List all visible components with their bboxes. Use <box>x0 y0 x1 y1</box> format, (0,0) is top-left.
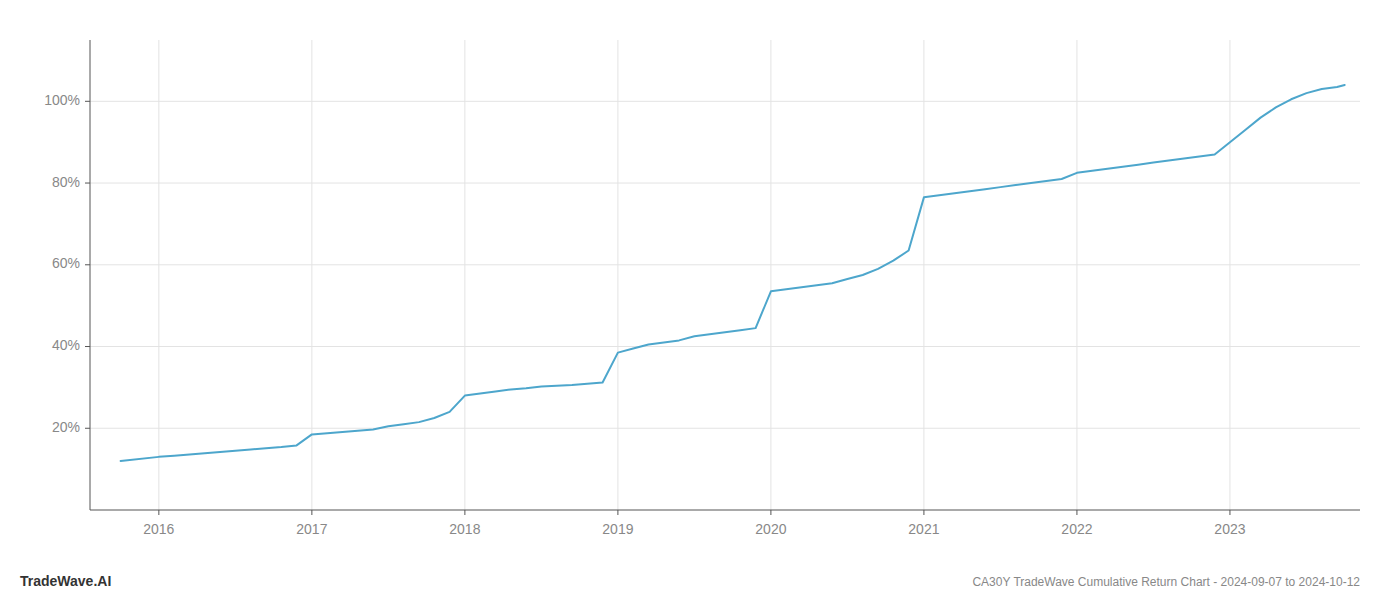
x-tick-label: 2018 <box>449 521 480 537</box>
x-tick-label: 2019 <box>602 521 633 537</box>
x-grid-line <box>617 40 618 510</box>
x-grid-line <box>770 40 771 510</box>
y-grid-line <box>90 101 1360 102</box>
y-grid-line <box>90 428 1360 429</box>
y-tick <box>85 428 90 429</box>
y-tick-label: 20% <box>52 419 80 435</box>
x-grid-line <box>158 40 159 510</box>
x-tick-label: 2022 <box>1061 521 1092 537</box>
x-axis-line <box>90 510 1360 511</box>
x-grid-line <box>923 40 924 510</box>
x-tick <box>464 510 465 515</box>
y-tick-label: 80% <box>52 174 80 190</box>
x-tick-label: 2020 <box>755 521 786 537</box>
x-tick <box>770 510 771 515</box>
x-tick-label: 2017 <box>296 521 327 537</box>
x-tick-label: 2023 <box>1214 521 1245 537</box>
y-grid-line <box>90 346 1360 347</box>
x-tick <box>1076 510 1077 515</box>
x-grid-line <box>1076 40 1077 510</box>
x-tick-label: 2016 <box>143 521 174 537</box>
y-axis-line <box>90 40 91 510</box>
y-tick <box>85 264 90 265</box>
x-grid-line <box>1229 40 1230 510</box>
tick-labels: 20% 40% 60% 80% 100% 2016 2017 2018 2019 2020 2021… <box>44 92 1246 537</box>
x-tick <box>158 510 159 515</box>
y-tick <box>85 346 90 347</box>
x-tick <box>1229 510 1230 515</box>
x-tick <box>311 510 312 515</box>
plot-area <box>121 85 1345 461</box>
x-tick <box>617 510 618 515</box>
chart: 20% 40% 60% 80% 100% 2016 2017 2018 2019 2020 2021… <box>0 0 1400 600</box>
y-tick-label: 40% <box>52 337 80 353</box>
y-tick-label: 60% <box>52 255 80 271</box>
watermark: TradeWave.AI <box>20 573 111 589</box>
x-grid-line <box>311 40 312 510</box>
x-tick-label: 2021 <box>908 521 939 537</box>
y-grid-line <box>90 183 1360 184</box>
y-tick <box>85 183 90 184</box>
x-grid-line <box>464 40 465 510</box>
x-tick <box>923 510 924 515</box>
y-tick-label: 100% <box>44 92 80 108</box>
y-grid-line <box>90 264 1360 265</box>
title: CA30Y TradeWave Cumulative Return Chart … <box>972 575 1360 589</box>
y-tick <box>85 101 90 102</box>
grid <box>90 40 1360 510</box>
data-line <box>121 85 1345 461</box>
